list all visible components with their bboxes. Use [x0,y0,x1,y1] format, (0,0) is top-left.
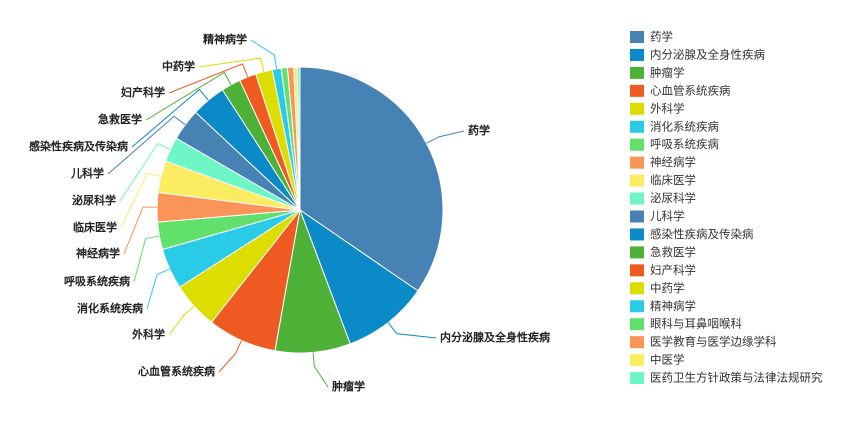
legend-label[interactable]: 药学 [650,30,673,44]
legend-swatch[interactable] [630,84,644,97]
legend-swatch[interactable] [630,120,644,133]
legend-label[interactable]: 感染性疾病及传染病 [650,227,754,241]
slice-label: 消化系统疾病 [77,301,143,315]
slice-label: 外科学 [131,327,165,341]
slice-label: 感染性疾病及传染病 [29,139,128,153]
slice-label: 呼吸系统疾病 [64,274,130,288]
slice-label: 儿科学 [70,166,104,180]
legend-swatch[interactable] [630,246,644,259]
pie-slice[interactable] [296,66,301,211]
leader-line [146,268,170,310]
legend-swatch[interactable] [630,102,644,115]
leader-line [312,352,329,388]
slice-label: 内分泌腺及全身性疾病 [440,330,550,344]
leader-line [168,305,195,336]
legend-swatch[interactable] [630,138,644,151]
legend-label[interactable]: 医药卫生方针政策与法律法规研究 [650,371,823,385]
legend-label[interactable]: 眼科与耳鼻咽喉科 [650,317,742,331]
legend-swatch[interactable] [630,318,644,331]
legend-label[interactable]: 中医学 [650,353,685,367]
leader-line [119,142,171,202]
legend-label[interactable]: 中药学 [650,281,685,295]
legend-label[interactable]: 医学教育与医学边缘学科 [650,335,777,349]
leader-line [426,130,465,144]
leader-line [131,88,209,148]
legend-label[interactable]: 外科学 [650,101,685,115]
leader-line [120,172,162,229]
pie-slice[interactable] [298,208,419,345]
leader-line [133,235,160,283]
legend-label[interactable]: 临床医学 [650,173,696,187]
legend-swatch[interactable] [630,174,644,187]
legend-label[interactable]: 内分泌腺及全身性疾病 [650,47,765,61]
legend-swatch[interactable] [630,31,644,43]
legend-swatch[interactable] [630,336,644,349]
leader-line [168,63,249,94]
legend-label[interactable]: 呼吸系统疾病 [650,137,719,151]
legend-swatch[interactable] [630,228,644,241]
legend-label[interactable]: 肿瘤学 [650,65,685,79]
leader-line [198,57,265,72]
slice-label: 泌尿科学 [72,193,116,207]
legend-label[interactable]: 儿科学 [650,209,685,223]
legend-swatch[interactable] [630,264,644,277]
legend-swatch[interactable] [630,282,644,295]
legend-swatch[interactable] [630,372,644,385]
leader-line [250,39,278,69]
slice-label: 妇产科学 [120,85,165,99]
legend-swatch[interactable] [630,354,644,367]
legend-swatch[interactable] [630,210,644,223]
slice-label: 神经病学 [76,246,120,260]
legend-label[interactable]: 消化系统疾病 [650,119,719,133]
legend-label[interactable]: 神经病学 [650,155,696,169]
legend-label[interactable]: 精神病学 [650,299,696,313]
slice-label: 精神病学 [203,32,247,46]
legend-label[interactable]: 妇产科学 [650,263,696,277]
leader-line [387,322,437,339]
leader-line [107,115,186,175]
legend-swatch[interactable] [630,48,644,61]
legend-swatch[interactable] [630,192,644,205]
legend-swatch[interactable] [630,156,644,169]
slice-label: 中药学 [162,59,195,73]
legend-label[interactable]: 泌尿科学 [650,191,696,205]
slice-label: 心血管系统疾病 [138,364,215,378]
slice-label: 肿瘤学 [332,379,365,393]
slice-label: 临床医学 [73,220,117,234]
pie-slice[interactable] [299,66,444,292]
legend-swatch[interactable] [630,300,644,313]
legend-label[interactable]: 心血管系统疾病 [650,83,731,97]
slice-label: 急救医学 [98,112,142,126]
leader-line [218,340,242,373]
legend-label[interactable]: 急救医学 [650,245,696,259]
leader-line [123,206,158,255]
legend-swatch[interactable] [630,66,644,79]
slice-label: 药学 [468,123,490,137]
leader-line [145,71,232,121]
